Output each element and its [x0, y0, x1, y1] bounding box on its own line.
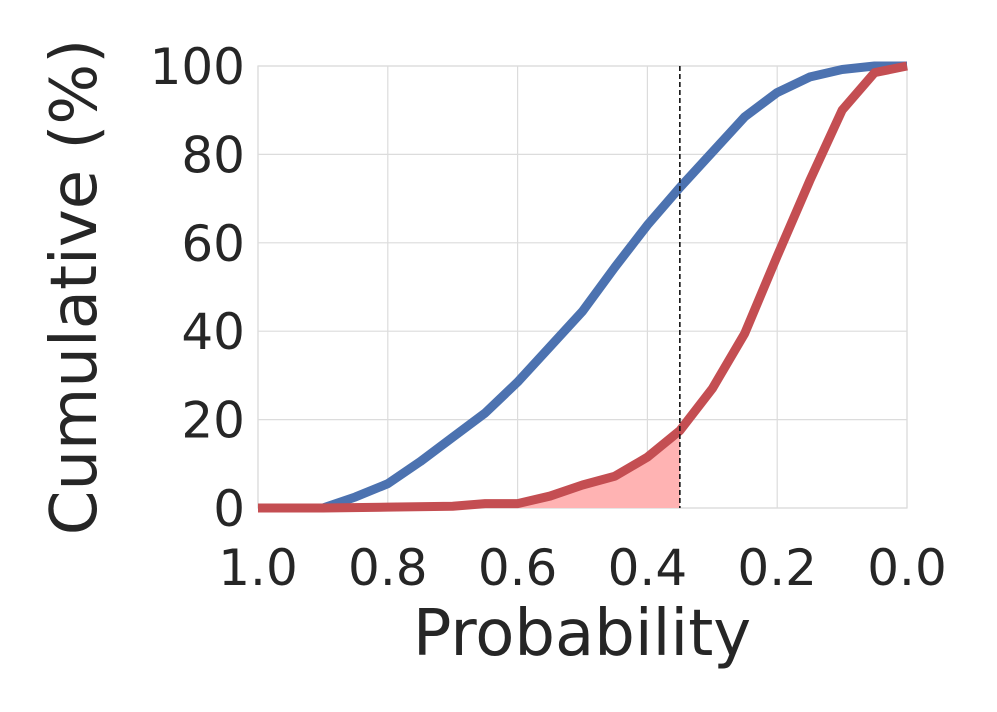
- y-tick-label: 80: [181, 126, 245, 184]
- y-tick-label: 0: [213, 480, 245, 538]
- y-tick-label: 40: [181, 303, 245, 361]
- x-tick-label: 0.0: [867, 539, 947, 597]
- series-line-1: [258, 61, 908, 513]
- y-tick-label: 60: [181, 215, 245, 273]
- x-tick-label: 0.2: [737, 539, 817, 597]
- y-tick-label: 100: [150, 38, 245, 96]
- x-tick-label: 0.6: [478, 539, 558, 597]
- series-line-0: [258, 61, 907, 513]
- x-axis-label: Probability: [413, 597, 751, 671]
- y-tick-label: 20: [181, 392, 245, 450]
- x-tick-label: 0.8: [348, 539, 428, 597]
- x-tick-label: 0.4: [608, 539, 688, 597]
- tick-labels: 1.0 0.8 0.6 0.4 0.2 0.0 0 20 40 60 80 100: [150, 38, 947, 597]
- y-axis-label: Cumulative (%): [38, 39, 112, 535]
- x-tick-label: 1.0: [218, 539, 298, 597]
- series-layer: [258, 61, 908, 513]
- plot-area: [257, 65, 908, 509]
